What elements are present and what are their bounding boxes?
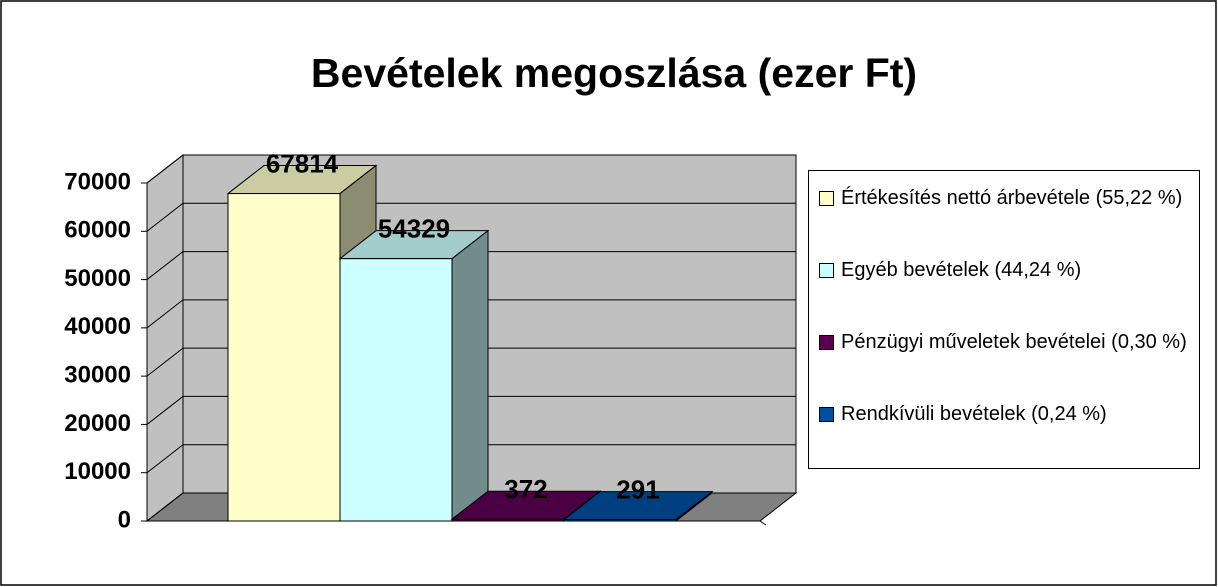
- y-tick-label: 0: [118, 506, 131, 533]
- x-axis-end: [759, 520, 767, 526]
- bar: [451, 518, 565, 522]
- y-tick-label: 60000: [64, 217, 131, 244]
- bar: [563, 519, 677, 522]
- legend-swatch: [819, 407, 834, 422]
- data-label: 291: [616, 474, 659, 504]
- legend-label: Rendkívüli bevételek (0,24 %): [841, 403, 1107, 425]
- legend-label: Egyéb bevételek (44,24 %): [841, 259, 1082, 281]
- legend-label: Értékesítés nettó árbevétele (55,22 %): [841, 187, 1183, 209]
- y-tick-label: 30000: [64, 361, 131, 388]
- data-label: 372: [504, 474, 547, 504]
- grid-line: [146, 202, 184, 232]
- grid-line: [146, 396, 184, 425]
- legend-swatch: [819, 335, 834, 350]
- data-label: 54329: [378, 214, 450, 244]
- bar: [339, 258, 453, 522]
- grid-line: [146, 347, 184, 377]
- legend-entry: Egyéb bevételek (44,24 %): [819, 255, 1189, 285]
- chart-title: Bevételek megoszlása (ezer Ft): [311, 50, 917, 96]
- y-tick-label: 70000: [64, 168, 131, 195]
- legend-swatch: [819, 263, 834, 278]
- bar-side: [451, 229, 489, 523]
- legend-entry: Rendkívüli bevételek (0,24 %): [819, 399, 1189, 429]
- grid-line: [146, 444, 184, 474]
- grid-line: [146, 251, 184, 280]
- side-wall: [146, 153, 184, 523]
- y-tick-label: 10000: [64, 458, 131, 485]
- y-tick-label: 20000: [64, 410, 131, 437]
- grid-line: [146, 299, 184, 329]
- legend-label: Pénzügyi műveletek bevételei (0,30 %): [841, 331, 1187, 353]
- legend-swatch: [819, 191, 834, 206]
- y-tick-label: 40000: [64, 313, 131, 340]
- grid-line: [146, 154, 184, 184]
- legend-entry: Pénzügyi műveletek bevételei (0,30 %): [819, 327, 1189, 357]
- data-label: 67814: [266, 148, 339, 178]
- bar: [227, 193, 341, 522]
- legend-entry: Értékesítés nettó árbevétele (55,22 %): [819, 183, 1189, 213]
- legend: Értékesítés nettó árbevétele (55,22 %) Eg…: [808, 170, 1200, 469]
- y-tick-label: 50000: [64, 265, 131, 292]
- grid-line: [146, 492, 184, 522]
